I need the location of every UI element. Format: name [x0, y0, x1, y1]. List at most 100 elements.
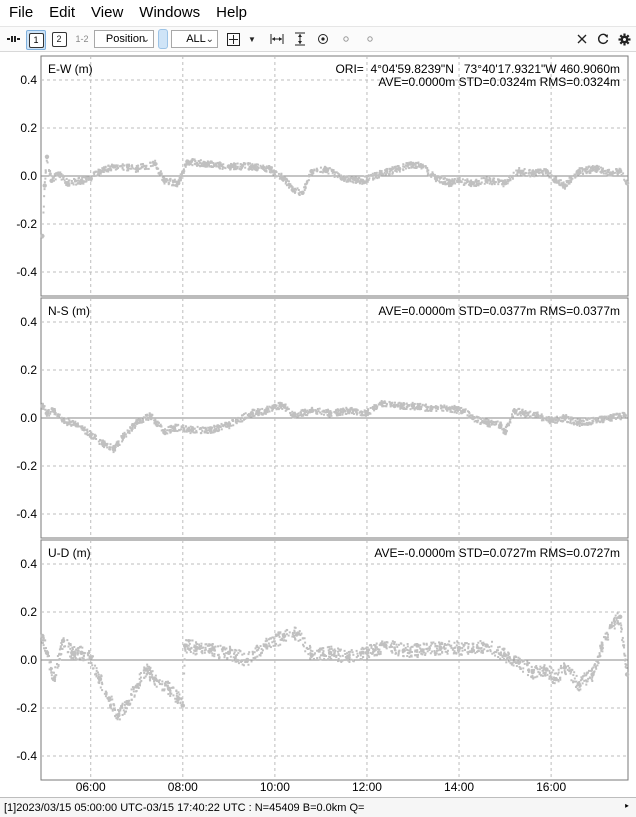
y-tick-label: 0.0	[20, 411, 37, 425]
menu-edit[interactable]: Edit	[49, 4, 76, 21]
data-point-noise	[240, 417, 243, 420]
data-point-noise	[238, 649, 241, 652]
data-point-noise	[372, 178, 375, 181]
data-point-noise	[468, 412, 471, 415]
point-smaller-icon[interactable]	[361, 30, 379, 48]
solution-2-button[interactable]: 2	[50, 30, 68, 48]
data-point	[378, 171, 383, 176]
position-plot[interactable]: -0.4-0.20.00.20.4E-W (m)AVE=0.0000m STD=…	[0, 51, 636, 797]
data-point-noise	[443, 647, 446, 650]
data-point-noise	[501, 648, 504, 651]
data-point-noise	[429, 644, 432, 647]
data-point-noise	[397, 652, 400, 655]
data-point-noise	[493, 423, 496, 426]
data-point-noise	[81, 646, 84, 649]
data-point-noise	[417, 163, 420, 166]
center-origin-icon[interactable]	[314, 30, 332, 48]
data-point-noise	[543, 168, 546, 171]
data-point-noise	[69, 655, 72, 658]
data-point-noise	[369, 643, 372, 646]
data-point-noise	[189, 160, 192, 163]
data-point	[97, 677, 103, 682]
data-point-noise	[336, 411, 339, 414]
data-point-noise	[469, 180, 472, 183]
gear-icon[interactable]	[615, 30, 633, 48]
toolbar-toggle[interactable]	[158, 29, 168, 49]
data-point-noise	[109, 165, 112, 168]
data-point-noise	[499, 657, 502, 660]
data-point-noise	[256, 165, 259, 168]
data-point-noise	[248, 166, 251, 169]
dropdown-arrow-icon[interactable]: ▼	[248, 34, 256, 44]
data-point-noise	[211, 654, 214, 657]
plot-type-select[interactable]: Position ⌄	[94, 30, 154, 48]
data-point-noise	[139, 681, 142, 684]
data-point-noise	[349, 407, 352, 410]
refresh-icon[interactable]	[594, 30, 612, 48]
data-point-noise	[149, 670, 152, 673]
data-point-noise	[105, 693, 108, 696]
data-point-noise	[44, 170, 47, 173]
menu-help[interactable]: Help	[216, 4, 247, 21]
menu-file[interactable]: File	[9, 4, 34, 21]
data-point-noise	[252, 408, 255, 411]
satellite-filter-select[interactable]: ALL ⌄	[171, 30, 218, 48]
data-point-noise	[175, 184, 178, 187]
data-point-noise	[93, 171, 96, 174]
data-point-noise	[444, 180, 447, 183]
data-point	[60, 638, 66, 643]
data-point-noise	[512, 171, 515, 174]
close-icon[interactable]	[573, 30, 591, 48]
data-point	[40, 233, 45, 239]
data-point-noise	[397, 402, 400, 405]
connect-icon[interactable]	[5, 30, 23, 48]
crosshair-icon[interactable]	[224, 30, 242, 48]
data-point-noise	[328, 655, 331, 658]
data-point-noise	[97, 673, 100, 676]
data-point-noise	[67, 179, 70, 182]
data-point-noise	[337, 657, 340, 660]
data-point-noise	[347, 412, 350, 415]
data-point-noise	[264, 640, 267, 643]
data-point-noise	[169, 425, 172, 428]
data-point-noise	[615, 618, 618, 621]
fit-vertical-icon[interactable]	[291, 30, 309, 48]
solution-1-button[interactable]: 1	[26, 30, 46, 50]
data-point-noise	[222, 163, 225, 166]
data-point	[263, 643, 268, 648]
data-point-noise	[437, 176, 440, 179]
plot-area[interactable]: -0.4 -0.2 0.0 0.2 0.4 E-W (m) AVE=0.0000m STD=…	[0, 51, 636, 797]
data-point-noise	[219, 644, 222, 647]
data-point-noise	[161, 683, 164, 686]
data-point-noise	[285, 639, 288, 642]
data-point-noise	[465, 642, 468, 645]
data-point-noise	[327, 172, 330, 175]
data-point-noise	[281, 637, 284, 640]
resize-grip-icon[interactable]: ‣	[623, 801, 631, 813]
data-point-noise	[494, 650, 497, 653]
data-point-noise	[339, 649, 342, 652]
data-point-noise	[241, 653, 244, 656]
fit-horizontal-icon[interactable]	[268, 30, 286, 48]
data-point-noise	[125, 435, 128, 438]
solution-1-2-button[interactable]: 1-2	[75, 34, 89, 44]
data-point-noise	[43, 639, 46, 642]
data-point-noise	[256, 408, 259, 411]
menu-windows[interactable]: Windows	[139, 4, 201, 21]
point-small-icon[interactable]	[337, 30, 355, 48]
data-point-noise	[91, 664, 94, 667]
data-point-noise	[503, 651, 506, 654]
data-point-noise	[107, 164, 110, 167]
data-point-noise	[351, 180, 354, 183]
data-point	[134, 166, 139, 171]
menu-view[interactable]: View	[91, 4, 124, 21]
data-point-noise	[454, 409, 457, 412]
data-point-noise	[375, 646, 378, 649]
data-point-noise	[499, 427, 502, 430]
data-point-noise	[300, 414, 303, 417]
data-point-noise	[117, 442, 120, 445]
data-point-noise	[148, 412, 151, 415]
data-point-noise	[430, 641, 433, 644]
data-point-noise	[375, 642, 378, 645]
data-point-noise	[222, 652, 225, 655]
